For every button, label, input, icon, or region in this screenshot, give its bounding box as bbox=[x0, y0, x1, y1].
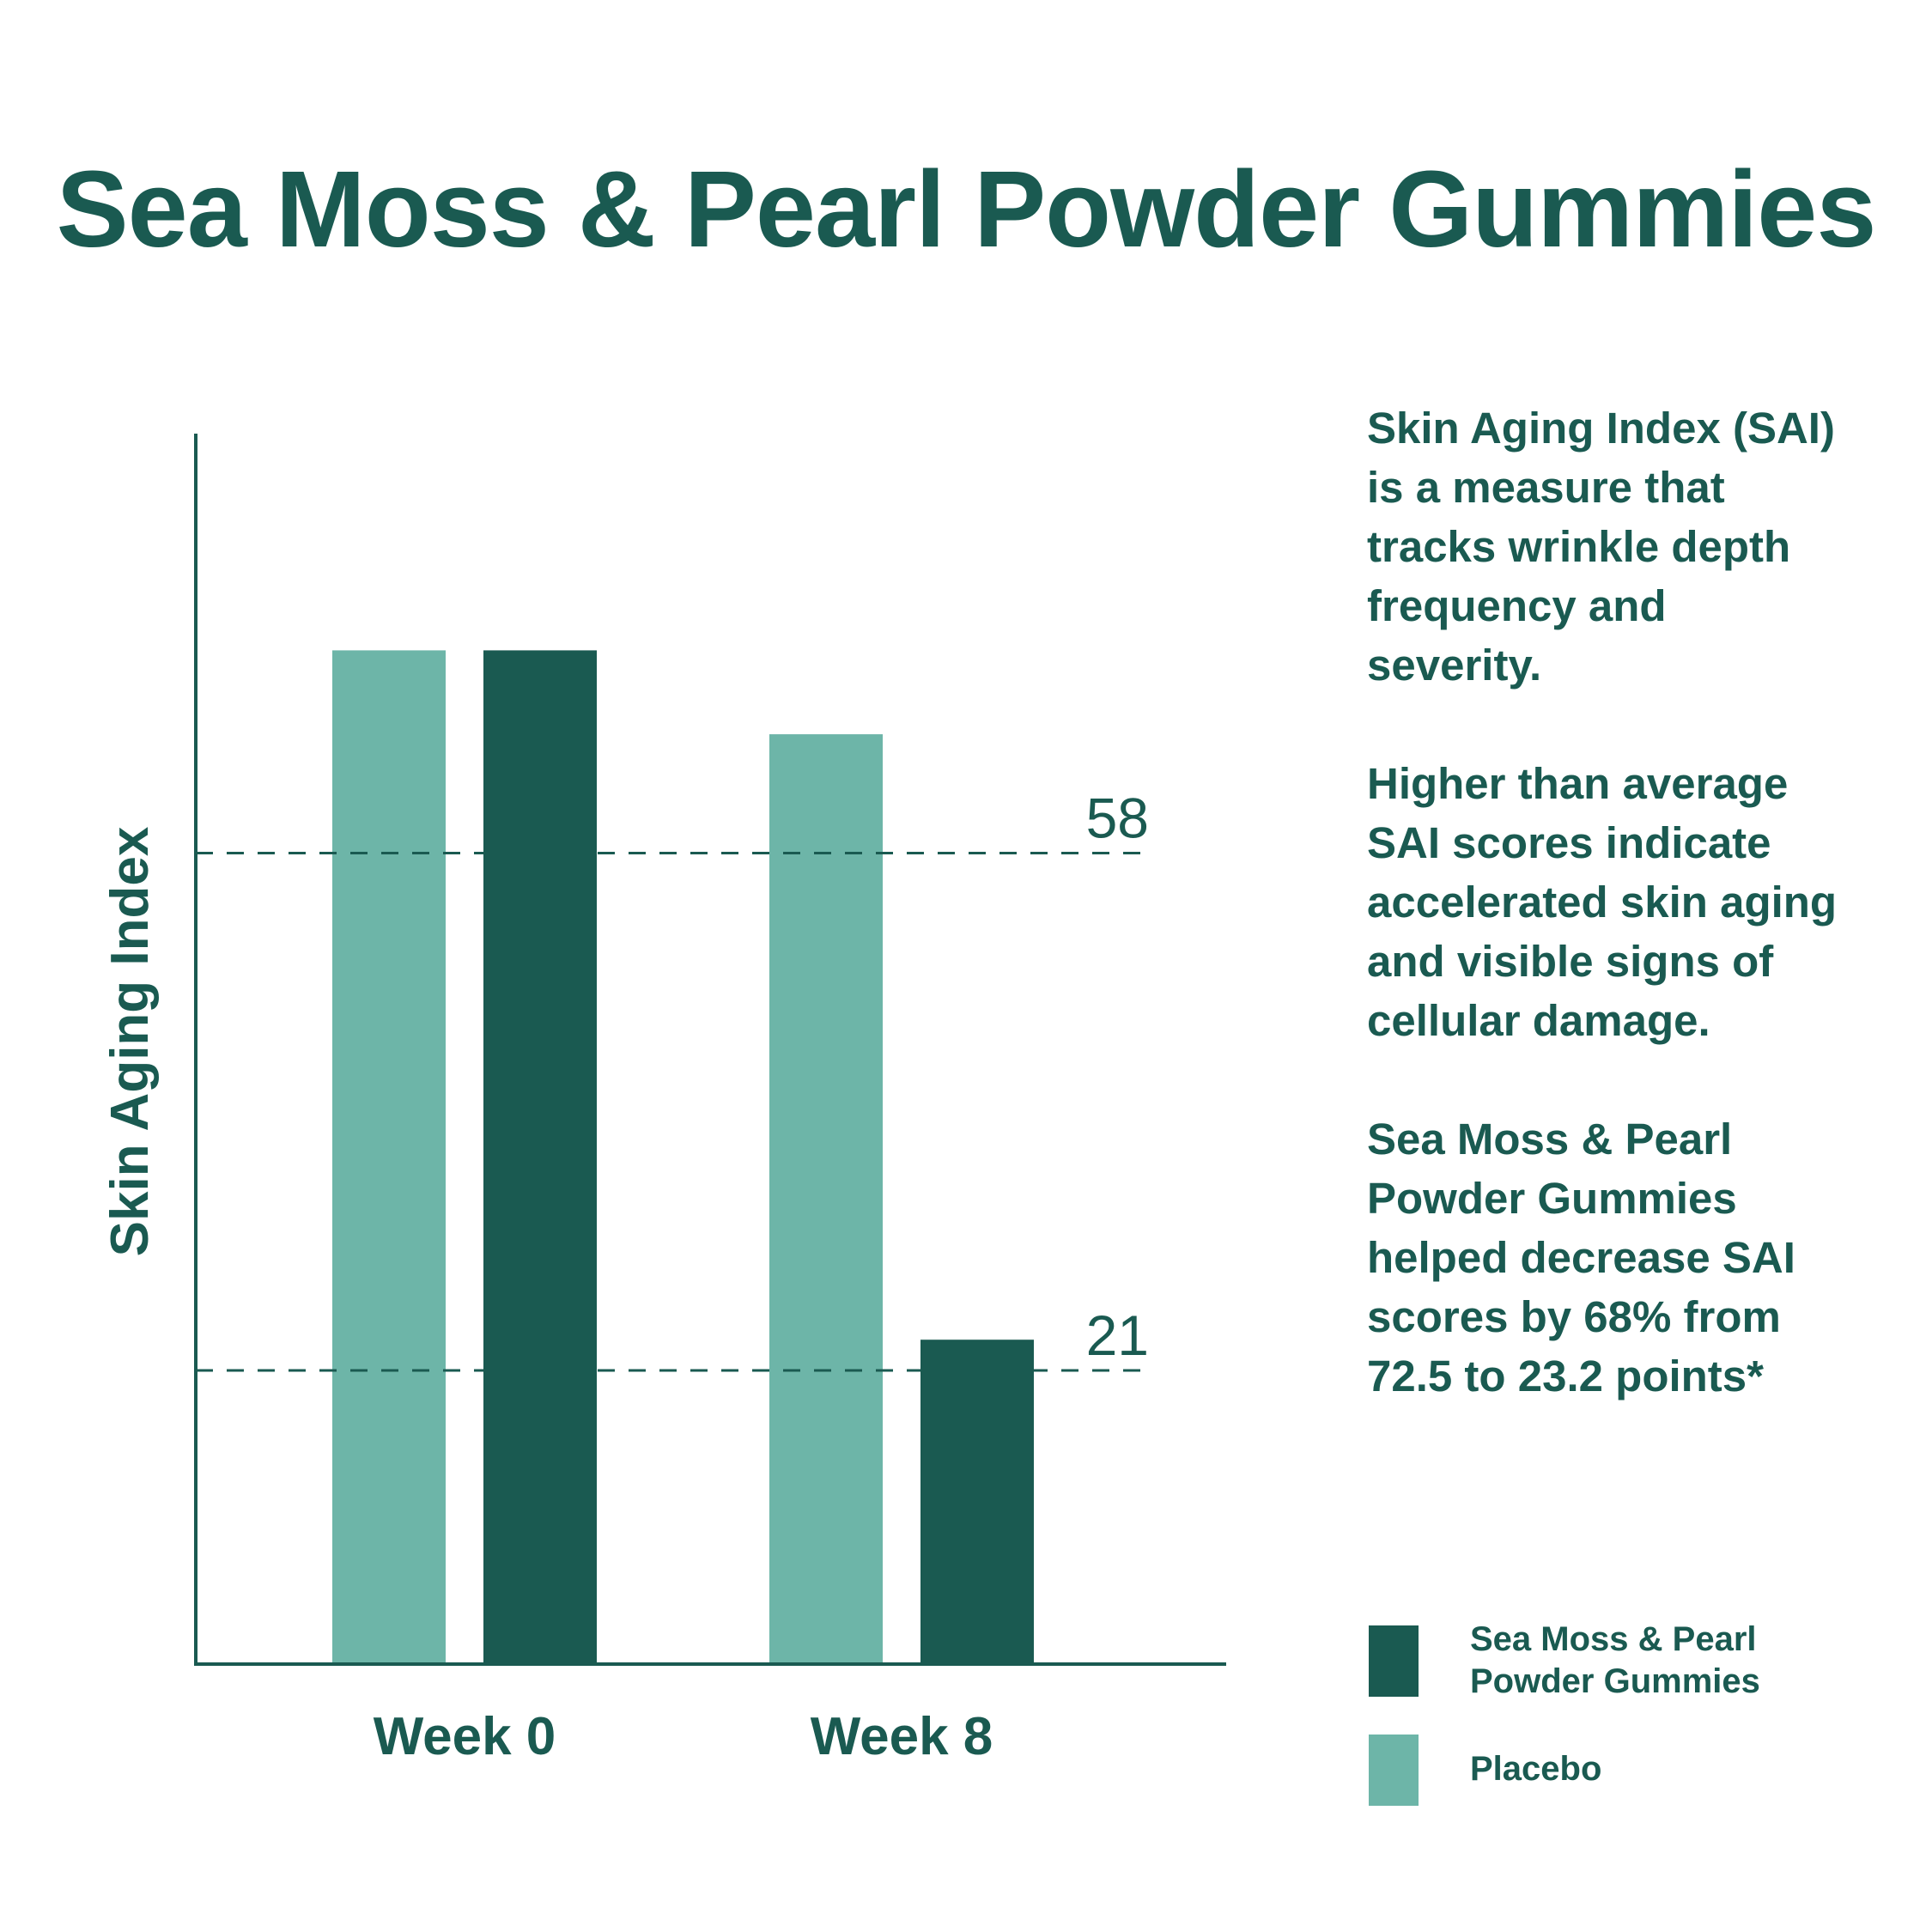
reference-label-21: 21 bbox=[1086, 1303, 1149, 1367]
legend-label-treatment-line2: Powder Gummies bbox=[1470, 1662, 1760, 1700]
note-paragraph-3: Sea Moss & Pearl Powder Gummies helped d… bbox=[1367, 1115, 1795, 1400]
bar-placebo-week-8 bbox=[769, 734, 883, 1665]
legend-label-placebo-line1: Placebo bbox=[1470, 1750, 1602, 1788]
legend-swatch-placebo bbox=[1369, 1735, 1419, 1806]
legend-label-treatment-line1: Sea Moss & Pearl bbox=[1470, 1620, 1757, 1658]
chart-title: Sea Moss & Pearl Powder Gummies bbox=[56, 149, 1877, 270]
bars-layer bbox=[332, 650, 1034, 1665]
bar-placebo-week-0 bbox=[332, 650, 446, 1665]
y-axis-label: Skin Aging Index bbox=[100, 826, 160, 1256]
reference-label-58: 58 bbox=[1086, 787, 1149, 850]
legend-label-placebo: Placebo bbox=[1470, 1748, 1601, 1790]
description-panel: Skin Aging Index (SAI) is a measure that… bbox=[1367, 398, 1848, 1465]
x-tick-label-week-0: Week 0 bbox=[374, 1707, 556, 1766]
legend-swatch-treatment bbox=[1369, 1625, 1419, 1697]
legend-label-treatment: Sea Moss & Pearl Powder Gummies bbox=[1470, 1619, 1760, 1703]
reference-lines-layer: 58 21 bbox=[196, 787, 1149, 1372]
x-tick-labels: Week 0 Week 8 bbox=[374, 1707, 993, 1766]
x-tick-label-week-8: Week 8 bbox=[811, 1707, 993, 1766]
bar-treatment-week-8 bbox=[920, 1340, 1034, 1664]
note-paragraph-1: Skin Aging Index (SAI) is a measure that… bbox=[1367, 404, 1835, 690]
note-paragraph-2: Higher than average SAI scores indicate … bbox=[1367, 759, 1838, 1045]
bar-treatment-week-0 bbox=[483, 650, 597, 1665]
